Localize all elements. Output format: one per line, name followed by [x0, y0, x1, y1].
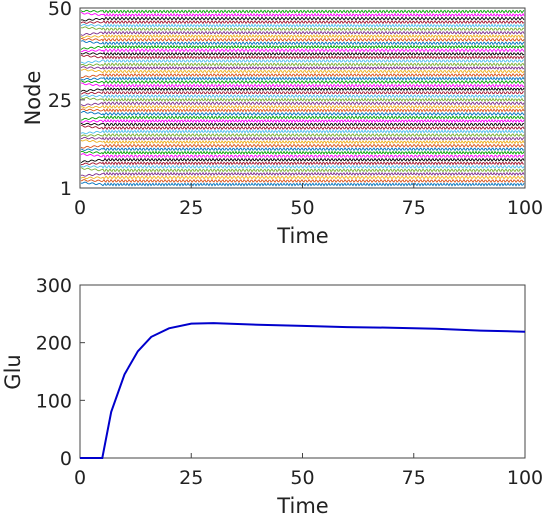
node-trace [80, 73, 525, 79]
node-trace [80, 87, 525, 92]
y-tick-label: 1 [60, 178, 72, 200]
node-trace [80, 165, 525, 169]
node-trace [80, 129, 525, 135]
y-ticks-bottom: 0 100 200 300 [36, 275, 85, 470]
node-trace [80, 133, 525, 137]
x-tick-label: 0 [74, 197, 86, 219]
x-tick-label: 25 [179, 197, 203, 219]
x-tick-label: 75 [402, 467, 426, 489]
node-trace [80, 157, 525, 163]
y-tick-label: 25 [48, 90, 72, 112]
x-tick-label: 0 [74, 467, 86, 489]
node-trace [80, 118, 525, 124]
node-trace [80, 51, 525, 56]
x-tick-label: 75 [402, 197, 426, 219]
y-ticks-top: 1 25 50 [48, 0, 85, 200]
node-trace [80, 110, 525, 116]
node-trace [80, 108, 525, 113]
node-trace [80, 91, 525, 95]
y-tick-label: 300 [36, 275, 72, 297]
node-trace [80, 150, 525, 155]
node-trace [80, 62, 525, 67]
x-tick-label: 50 [290, 467, 314, 489]
glu-chart: 0 25 50 75 100 0 100 200 300 Time Glu [1, 275, 543, 518]
y-tick-label: 100 [36, 390, 72, 412]
y-tick-label: 200 [36, 333, 72, 355]
node-trace [80, 175, 525, 180]
node-trace [80, 143, 525, 149]
node-traces [80, 9, 525, 187]
node-trace [80, 124, 525, 131]
node-trace [80, 178, 525, 183]
node-trace [80, 65, 525, 71]
node-trace [80, 9, 525, 14]
node-trace [80, 136, 525, 141]
node-trace [80, 122, 525, 126]
y-tick-label: 0 [60, 448, 72, 470]
node-trace [80, 44, 525, 50]
node-trace [80, 34, 525, 39]
node-trace [80, 40, 525, 46]
node-trace [80, 104, 525, 109]
node-trace [80, 171, 525, 177]
node-trace [80, 80, 525, 85]
x-tick-label: 50 [290, 197, 314, 219]
y-axis-label-top: Node [21, 71, 45, 126]
node-trace [80, 76, 525, 81]
node-trace [80, 167, 525, 173]
x-tick-label: 25 [179, 467, 203, 489]
y-tick-label: 50 [48, 0, 72, 20]
node-trace [80, 94, 525, 99]
node-trace [80, 54, 525, 60]
node-trace [80, 161, 525, 166]
node-trace [80, 48, 525, 53]
y-axis-label-bottom: Glu [1, 354, 25, 389]
node-trace [80, 11, 525, 18]
x-tick-label: 100 [507, 467, 543, 489]
node-trace [80, 68, 525, 74]
x-axis-label-bottom: Time [276, 494, 328, 518]
node-trace [80, 23, 525, 28]
plot-area-bottom [79, 284, 526, 459]
node-trace [80, 101, 525, 107]
node-trace [80, 82, 525, 88]
node-trace [80, 153, 525, 158]
glu-series-line [80, 322, 526, 459]
x-tick-label: 100 [507, 197, 543, 219]
x-ticks-bottom: 0 25 50 75 100 [74, 453, 543, 489]
node-trace [80, 26, 525, 31]
node-trace [80, 115, 525, 121]
node-trace [80, 37, 525, 42]
node-trace [80, 59, 525, 64]
node-trace [80, 139, 525, 145]
node-trace [80, 147, 525, 152]
x-axis-label-top: Time [276, 224, 328, 248]
node-trace [80, 30, 525, 36]
node-trace [80, 97, 525, 102]
node-trace [80, 16, 525, 22]
node-trace [80, 20, 525, 25]
x-ticks-top: 0 25 50 75 100 [74, 183, 543, 219]
